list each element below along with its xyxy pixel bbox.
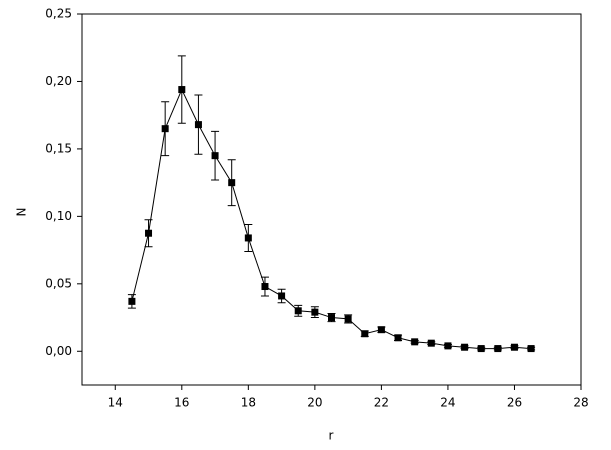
point [527, 345, 535, 353]
y-axis-label: N [15, 208, 29, 217]
point [278, 292, 286, 300]
point [211, 152, 219, 160]
point [244, 234, 252, 242]
y-tick-label: 0,00 [45, 344, 72, 358]
point [228, 179, 236, 187]
point [377, 326, 385, 334]
point [261, 283, 269, 291]
line [131, 88, 532, 350]
x-tick-label: 18 [241, 396, 256, 410]
x-tick-label: 20 [307, 396, 322, 410]
x-tick-label: 24 [440, 396, 455, 410]
point [161, 125, 169, 133]
y-tick-label: 0,15 [45, 141, 72, 155]
x-tick-label: 22 [374, 396, 389, 410]
point [510, 343, 518, 351]
point [145, 229, 153, 237]
point [494, 345, 502, 353]
point [411, 338, 419, 346]
y-tick-label: 0,10 [45, 209, 72, 223]
point [461, 343, 469, 351]
point [128, 297, 136, 305]
point [361, 330, 369, 338]
plot-frame [81, 13, 582, 386]
point [344, 315, 352, 323]
point [444, 342, 452, 350]
x-axis-label: r [329, 429, 334, 443]
y-tick-label: 0,20 [45, 74, 72, 88]
x-tick-label: 16 [174, 396, 189, 410]
point [394, 334, 402, 342]
x-tick-label: 26 [507, 396, 522, 410]
point [178, 86, 186, 94]
y-tick-label: 0,25 [45, 7, 72, 21]
point [194, 121, 202, 129]
x-tick-label: 28 [573, 396, 588, 410]
point [477, 345, 485, 353]
point [294, 307, 302, 315]
point [311, 308, 319, 316]
point [328, 314, 335, 322]
x-tick-label: 14 [108, 396, 123, 410]
y-tick-label: 0,05 [45, 276, 72, 290]
point [427, 339, 435, 347]
